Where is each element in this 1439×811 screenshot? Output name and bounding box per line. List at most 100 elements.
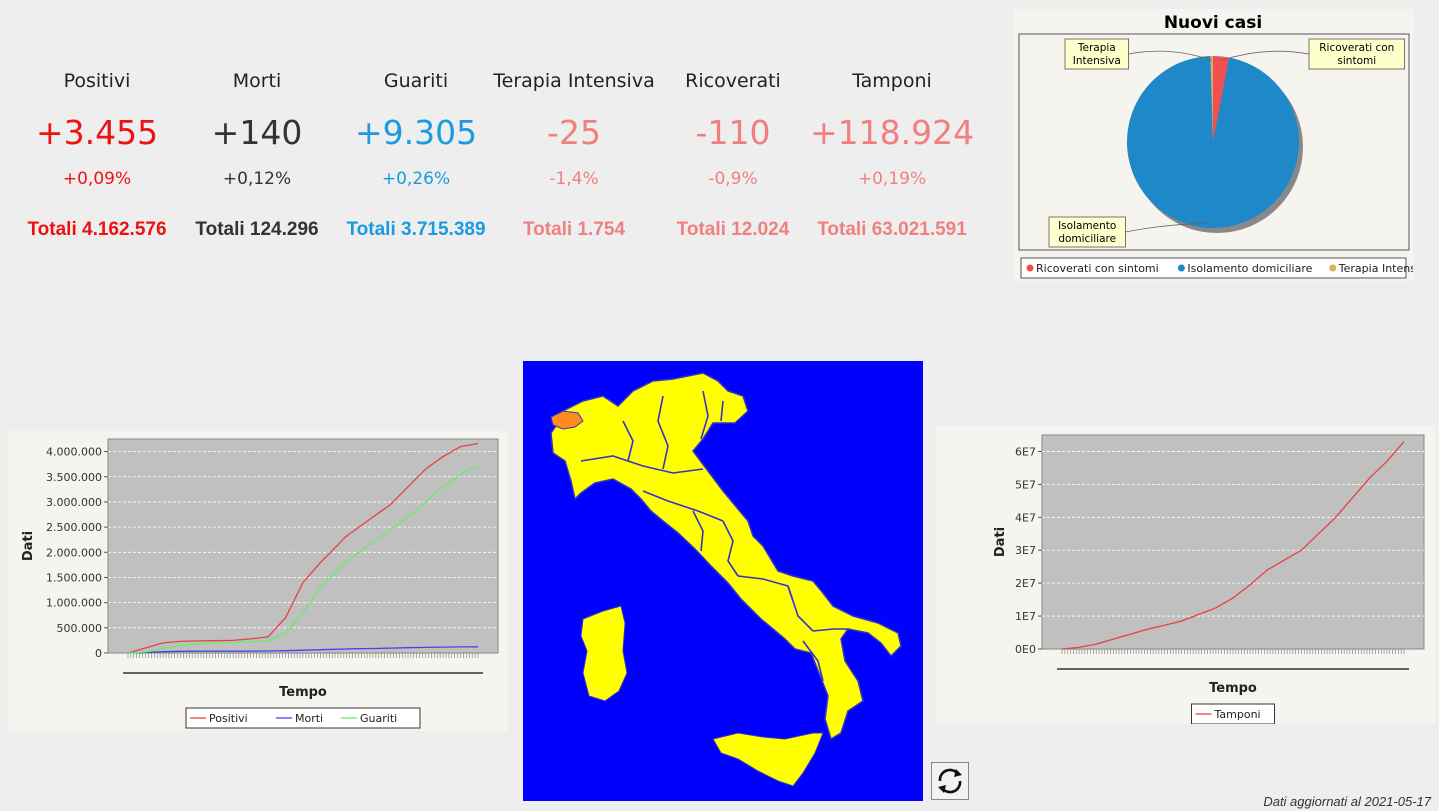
sardinia: [580, 605, 628, 702]
series-line-morti: [127, 646, 479, 654]
pie-legend-label: Terapia Intensiva: [1338, 262, 1413, 275]
pie-slice-ricoverati-con-sintomi: [1213, 56, 1230, 142]
pie-callout-label: Ricoverati con: [1319, 42, 1394, 54]
y-tick-label: 3.500.000: [46, 471, 102, 484]
y-tick-label: 0: [95, 647, 102, 660]
sicily: [712, 732, 824, 787]
stat-percent: +0,09%: [62, 169, 132, 189]
refresh-icon: [938, 768, 962, 794]
y-tick-label: 1.000.000: [46, 597, 102, 610]
x-ticks: [127, 653, 479, 658]
stat-tamponi: Tamponi +118.924 +0,19% Totali 63.021.591: [807, 66, 977, 243]
pie-callout-label: Intensiva: [1073, 55, 1121, 67]
italy-map[interactable]: [523, 361, 923, 801]
y-tick-label: 6E7: [1015, 445, 1036, 458]
stat-delta: +3.455: [35, 113, 159, 152]
x-axis-label: Tempo: [279, 685, 327, 700]
series-line-tamponi: [1061, 441, 1405, 650]
y-axis-label: Dati: [21, 531, 36, 561]
stat-percent: +0,12%: [222, 169, 292, 189]
pie-legend-swatch: [1177, 264, 1185, 272]
stat-total: Totali 63.021.591: [817, 219, 967, 240]
y-tick-label: 1E7: [1015, 610, 1036, 623]
stat-guariti: Guariti +9.305 +0,26% Totali 3.715.389: [331, 66, 501, 243]
stat-terapia-intensiva: Terapia Intensiva -25 -1,4% Totali 1.754: [489, 66, 659, 243]
stat-label: Terapia Intensiva: [493, 70, 655, 92]
y-tick-label: 4.000.000: [46, 446, 102, 459]
y-tick-label: 2.000.000: [46, 546, 102, 559]
y-tick-label: 0E0: [1015, 643, 1036, 656]
pie-callout-line: [1128, 50, 1212, 61]
pie-callout-box: [1308, 38, 1405, 70]
aosta-region: [550, 410, 584, 430]
x-axis-label: Tempo: [1209, 681, 1257, 696]
y-tick-label: 1.500.000: [46, 571, 102, 584]
pie-chart-panel: Nuovi casi Terapia Intensiva Ricoverati con…: [1013, 9, 1432, 281]
pie-legend-swatch: [1329, 264, 1337, 272]
legend-label: Guariti: [360, 712, 397, 725]
stat-label: Positivi: [63, 70, 131, 92]
y-tick-label: 3.000.000: [46, 496, 102, 509]
pie-callout-label: sintomi: [1337, 55, 1376, 67]
pie-slice-isolamento-domiciliare: [1127, 56, 1299, 228]
cases-chart-panel: 0 500.000 1.000.000 1.500.000 2.000.000 2.500…: [8, 431, 508, 731]
stat-percent: +0,26%: [381, 169, 451, 189]
pie-callout-box: [1048, 216, 1126, 248]
italy-map-svg: [550, 372, 902, 787]
stat-total: Totali 4.162.576: [27, 219, 167, 240]
stat-ricoverati: Ricoverati -110 -0,9% Totali 12.024: [648, 66, 818, 243]
stat-delta: +9.305: [354, 113, 478, 152]
stat-morti: Morti +140 +0,12% Totali 124.296: [172, 66, 342, 243]
tests-line-chart: 0E0 1E7 2E7 3E7 4E7 5E7 6E7 Tempo Dati Tamponi: [993, 434, 1425, 725]
stat-total: Totali 1.754: [522, 219, 626, 240]
chart-legend: [185, 707, 421, 729]
y-tick-label: 2E7: [1015, 577, 1036, 590]
y-tick-label: 3E7: [1015, 544, 1036, 557]
series-line-positivi: [127, 442, 479, 654]
stat-label: Ricoverati: [685, 70, 781, 92]
x-ticks: [1061, 649, 1405, 654]
y-axis-label: Dati: [993, 527, 1008, 557]
region-borders: [580, 390, 848, 682]
pie-callout-box: [1064, 38, 1129, 70]
stat-total: Totali 124.296: [195, 219, 319, 240]
stat-positivi: Positivi +3.455 +0,09% Totali 4.162.576: [12, 66, 182, 243]
pie-legend-label: Isolamento domiciliare: [1187, 262, 1312, 275]
stat-percent: +0,19%: [857, 169, 927, 189]
update-timestamp: Dati aggiornati al 2021-05-17: [1263, 794, 1431, 809]
cases-line-chart: 0 500.000 1.000.000 1.500.000 2.000.000 2.500…: [21, 438, 499, 729]
pie-callout-line: [1125, 223, 1207, 233]
plot-area: [1041, 434, 1425, 650]
stat-label: Guariti: [383, 70, 449, 92]
plot-area: [107, 438, 499, 654]
y-tick-label: 4E7: [1015, 511, 1036, 524]
y-tick-label: 2.500.000: [46, 521, 102, 534]
stat-delta: +118.924: [809, 113, 975, 152]
pie-callout-label: domiciliare: [1058, 233, 1116, 245]
pie-slice-terapia-intensiva: [1210, 56, 1213, 142]
stat-total: Totali 12.024: [676, 219, 790, 240]
pie-legend-swatch: [1026, 264, 1034, 272]
stat-delta: -25: [547, 113, 601, 152]
y-tick-label: 500.000: [57, 622, 103, 635]
refresh-button[interactable]: [931, 762, 969, 800]
legend-label: Tamponi: [1214, 708, 1261, 721]
pie-title: Nuovi casi: [1164, 13, 1262, 33]
pie-legend: [1020, 257, 1407, 279]
series-line-guariti: [127, 465, 479, 654]
y-tick-label: 5E7: [1015, 478, 1036, 491]
stat-percent: -0,9%: [708, 169, 758, 189]
stat-delta: -110: [695, 113, 771, 152]
pie-callout-label: Terapia: [1077, 42, 1116, 54]
pie-legend-label: Ricoverati con sintomi: [1036, 262, 1159, 275]
legend-label: Morti: [295, 712, 323, 725]
stat-percent: -1,4%: [549, 169, 599, 189]
stat-label: Tamponi: [852, 70, 932, 92]
pie-callout-line: [1220, 50, 1310, 62]
pie-callout-label: Isolamento: [1058, 220, 1116, 232]
tests-chart-panel: 0E0 1E7 2E7 3E7 4E7 5E7 6E7 Tempo Dati Tamponi: [936, 426, 1435, 725]
stat-total: Totali 3.715.389: [346, 219, 486, 240]
stat-delta: +140: [211, 113, 303, 152]
stat-label: Morti: [232, 70, 282, 92]
